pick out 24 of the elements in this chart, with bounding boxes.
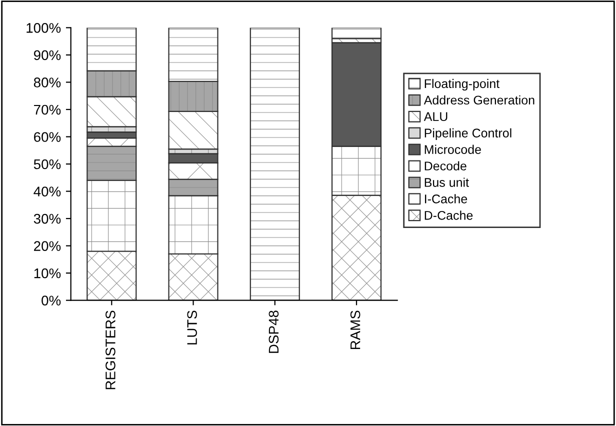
legend-label: Pipeline Control (424, 128, 512, 140)
y-tick-label: 10% (34, 268, 61, 278)
y-tick-label: 0% (42, 296, 61, 306)
legend-label: Address Generation (424, 95, 534, 105)
legend-label: Microcode (424, 144, 481, 154)
y-tick-label: 20% (34, 241, 61, 251)
x-tick-label: DSP48 (268, 310, 279, 353)
x-tick-label: RAMS (350, 310, 360, 350)
legend-label: Bus unit (424, 178, 469, 187)
y-tick-label: 80% (34, 78, 61, 88)
x-tick-label: LUTS (187, 310, 197, 344)
y-tick-label: 60% (34, 132, 61, 142)
y-tick-label: 50% (34, 159, 61, 170)
legend-label: Floating-point (424, 78, 500, 91)
legend-label: D-Cache (424, 210, 473, 220)
y-tick-label: 40% (34, 186, 61, 196)
y-tick-label: 30% (34, 214, 61, 224)
y-tick-label: 70% (34, 104, 61, 115)
legend-label: I-Cache (425, 194, 468, 204)
legend-label: Decode (424, 161, 466, 170)
legend-label: ALU (424, 112, 448, 122)
x-tick-label: REGISTERS (106, 310, 116, 390)
y-tick-label: 100% (26, 23, 61, 33)
y-tick-label: 90% (34, 50, 61, 60)
